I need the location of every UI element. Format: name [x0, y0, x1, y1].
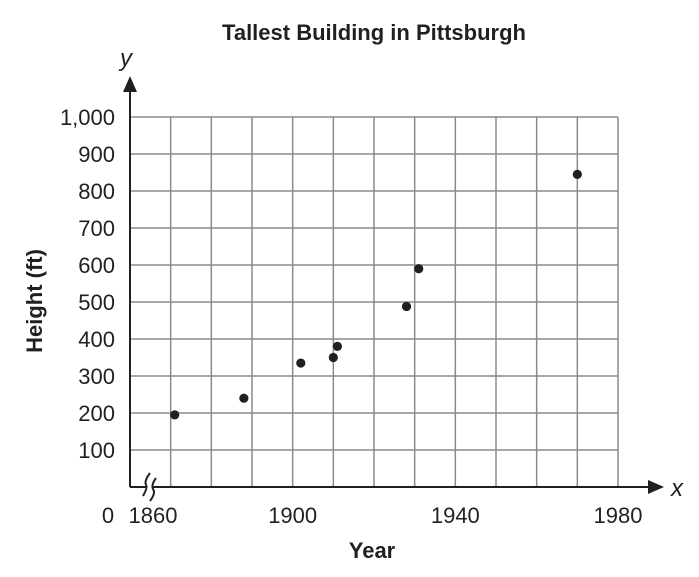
y-tick-label: 400	[78, 327, 115, 352]
data-point	[239, 393, 249, 403]
x-tick-label: 1900	[268, 503, 317, 528]
x-axis-variable: x	[670, 475, 684, 502]
grid	[129, 116, 619, 487]
data-point	[401, 301, 412, 312]
chart-title: Tallest Building in Pittsburgh	[222, 20, 526, 45]
y-tick-label: 200	[78, 401, 115, 426]
data-points	[170, 169, 582, 420]
x-tick-label: 1940	[431, 503, 480, 528]
data-point	[170, 410, 180, 420]
data-point	[572, 169, 582, 179]
x-tick-label: 1980	[594, 503, 643, 528]
axes	[123, 76, 664, 502]
y-tick-label: 800	[78, 179, 115, 204]
y-axis-title: Height (ft)	[22, 249, 47, 353]
tick-labels: 100 200 300 400 500 600 700 800 900 1,000 1860 1900…	[60, 105, 643, 528]
y-tick-label: 500	[78, 290, 115, 315]
y-tick-label: 1,000	[60, 105, 115, 130]
y-tick-label: 900	[78, 142, 115, 167]
axis-break-mark-left	[142, 472, 151, 497]
y-tick-label: 600	[78, 253, 115, 278]
x-tick-label: 1860	[129, 503, 178, 528]
y-tick-label: 700	[78, 216, 115, 241]
data-point	[332, 341, 342, 351]
y-tick-label: 300	[78, 364, 115, 389]
x-axis-title: Year	[349, 538, 396, 563]
origin-label: 0	[102, 503, 114, 528]
data-point	[414, 264, 424, 274]
data-point	[328, 352, 338, 363]
y-axis-variable: y	[118, 45, 134, 72]
y-axis-arrow	[123, 76, 137, 92]
data-point	[296, 358, 306, 368]
y-tick-label: 100	[78, 438, 115, 463]
x-axis-arrow	[648, 480, 664, 494]
axis-break-mark-right	[149, 477, 157, 502]
